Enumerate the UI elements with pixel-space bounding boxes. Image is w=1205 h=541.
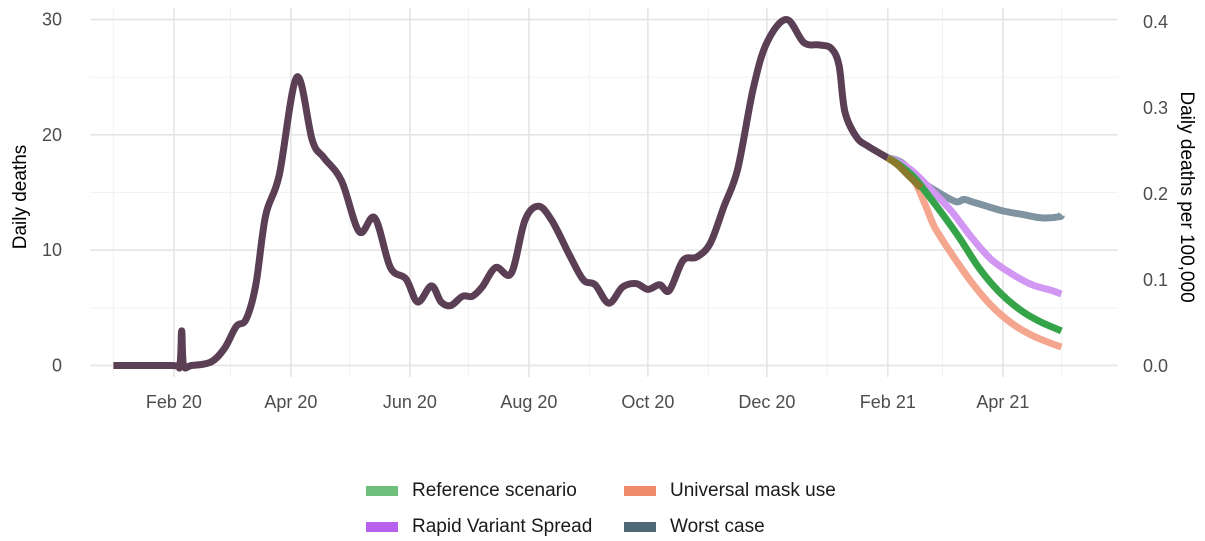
x-axis-ticks: Feb 20 Apr 20 Jun 20 Aug 20 Oct 20 Dec 20 Feb … [146,392,1030,412]
series-line-observed [113,16,890,372]
legend-swatch-mask [624,486,656,496]
legend-swatch-worst [624,522,656,532]
y2-tick-label: 0.0 [1143,356,1168,376]
y-tick-label: 0 [52,355,62,375]
legend-label-worst: Worst case [670,516,765,537]
y-tick-label: 30 [42,10,62,30]
series-lines [113,16,1066,372]
y2-tick-label: 0.2 [1143,184,1168,204]
legend: Reference scenario Universal mask use Ra… [366,478,886,538]
legend-item-reference: Reference scenario [366,478,577,504]
legend-swatch-rapid [366,522,398,532]
y-axis-title: Daily deaths [10,145,31,250]
legend-label-mask: Universal mask use [670,480,836,501]
legend-label-reference: Reference scenario [412,480,577,501]
legend-item-mask: Universal mask use [624,478,836,504]
chart: 0 10 20 30 0.0 0.1 0.2 0.3 0.4 Feb 20 Apr 20 Jun … [10,8,1197,412]
series-line-worst [886,154,1066,222]
legend-swatch-reference [366,486,398,496]
legend-item-rapid: Rapid Variant Spread [366,514,592,540]
legend-item-worst: Worst case [624,514,765,540]
x-tick-label: Apr 21 [976,392,1029,412]
x-tick-label: Aug 20 [500,392,557,412]
y-tick-label: 10 [42,240,62,260]
y2-axis-title: Daily deaths per 100,000 [1176,91,1197,302]
y-tick-label: 20 [42,125,62,145]
x-tick-label: Feb 21 [860,392,916,412]
y-axis-right-ticks: 0.0 0.1 0.2 0.3 0.4 [1143,12,1168,376]
x-tick-label: Feb 20 [146,392,202,412]
series-line-overlap [885,155,924,191]
y-axis-left-ticks: 0 10 20 30 [42,10,62,376]
legend-label-rapid: Rapid Variant Spread [412,516,593,537]
minor-gridlines [90,8,1118,377]
x-tick-label: Dec 20 [738,392,795,412]
y2-tick-label: 0.4 [1143,12,1168,32]
x-tick-label: Jun 20 [383,392,437,412]
x-tick-label: Oct 20 [621,392,674,412]
y2-tick-label: 0.3 [1143,98,1168,118]
x-tick-label: Apr 20 [264,392,317,412]
y2-tick-label: 0.1 [1143,270,1168,290]
